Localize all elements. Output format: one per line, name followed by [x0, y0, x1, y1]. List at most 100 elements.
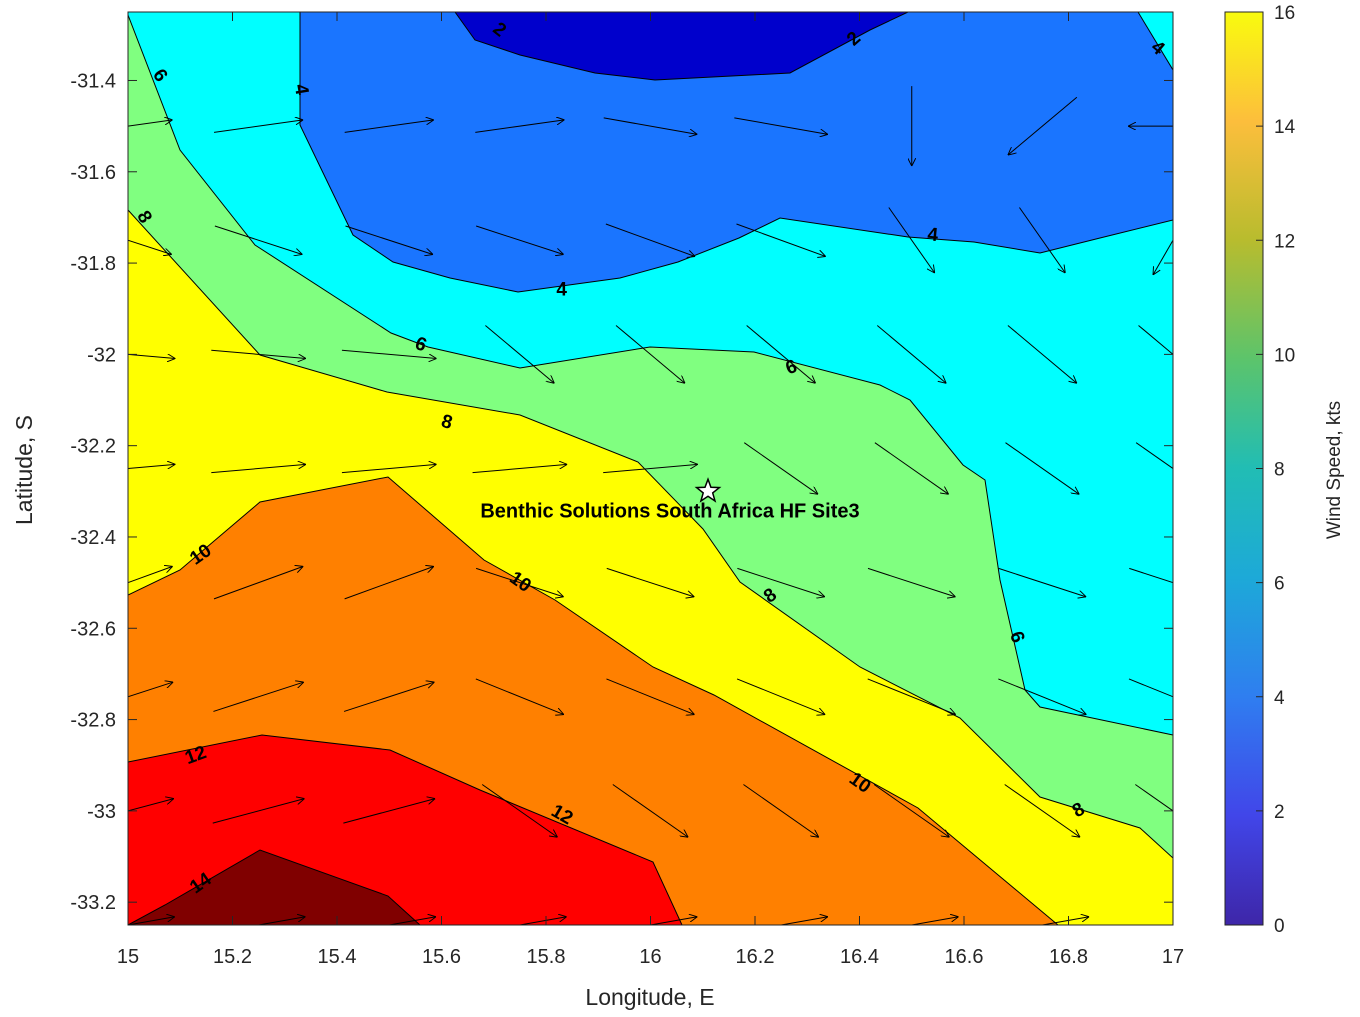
wind-arrow: [1007, 325, 1077, 383]
contour-label: 4: [927, 224, 940, 246]
contour-line-10: [128, 476, 1059, 925]
wind-arrow: [1135, 442, 1173, 470]
wind-arrow: [516, 917, 567, 925]
contour-line-12: [128, 734, 683, 925]
wind-arrow: [746, 325, 816, 383]
site-marker: Benthic Solutions South Africa HF Site3: [480, 477, 860, 522]
wind-arrow: [128, 682, 173, 698]
colorbar-tick-label: 16: [1274, 3, 1295, 24]
x-tick-label: 16.6: [945, 946, 984, 968]
wind-arrow: [341, 349, 437, 358]
wind-arrow: [736, 678, 825, 715]
colorbar-tick-label: 12: [1274, 231, 1295, 252]
wind-arrow: [212, 799, 305, 824]
y-axis-label: Latitude, S: [11, 415, 37, 525]
y-tick-label: -32: [87, 344, 116, 366]
x-tick-label: 15: [117, 946, 139, 968]
y-tick-label: -32.6: [70, 618, 116, 640]
contour-line-6: [128, 14, 1173, 736]
wind-arrow: [612, 784, 688, 837]
wind-arrow: [341, 464, 437, 474]
fill-0-2: [455, 12, 908, 80]
wind-arrow: [213, 682, 303, 712]
wind-arrows: [128, 86, 1173, 925]
y-tick-label: -31.4: [70, 70, 116, 92]
wind-arrow: [128, 464, 176, 472]
colorbar-tick-label: 14: [1274, 117, 1296, 138]
y-tick-label: -32.8: [70, 710, 116, 732]
wind-arrow: [345, 225, 433, 254]
wind-arrow: [606, 678, 694, 715]
wind-arrow: [998, 678, 1086, 715]
wind-arrow: [481, 784, 557, 837]
wind-arrow: [603, 117, 698, 134]
wind-arrow: [344, 120, 434, 133]
wind-arrow: [1019, 207, 1065, 273]
contour-label: 4: [556, 279, 567, 300]
wind-arrow: [867, 678, 956, 715]
wind-arrow: [743, 442, 818, 495]
site-label: Benthic Solutions South Africa HF Site3: [480, 500, 859, 522]
colorbar-tick-label: 8: [1274, 460, 1285, 481]
wind-arrow: [475, 678, 564, 715]
colorbar-tick-label: 0: [1274, 916, 1285, 937]
wind-arrow: [1008, 96, 1078, 155]
wind-arrow: [472, 464, 568, 474]
wind-arrow: [615, 325, 685, 383]
x-tick-label: 15.6: [422, 946, 461, 968]
wind-arrow: [211, 464, 306, 474]
wind-arrow: [213, 120, 303, 133]
y-tick-label: -31.8: [70, 253, 116, 275]
y-axis: -31.4 -31.6 -31.8 -32 -32.2 -32.4 -32.6 -32.8 -3…: [70, 70, 1173, 914]
fill-2-4: [300, 12, 1173, 292]
x-tick-label: 17: [1162, 946, 1184, 968]
contour-line-4b: [1137, 12, 1173, 71]
colorbar-tick-label: 10: [1274, 345, 1295, 366]
wind-arrow: [873, 784, 949, 837]
wind-arrow: [908, 917, 959, 925]
contour-line-14: [128, 849, 421, 925]
colorbar-tick-label: 4: [1274, 688, 1285, 709]
wind-arrow: [213, 566, 303, 600]
y-tick-label: -32.4: [70, 527, 116, 549]
wind-arrow: [485, 325, 554, 383]
contour-line-2: [454, 12, 909, 81]
x-tick-label: 16.4: [840, 946, 879, 968]
x-tick-label: 16: [639, 946, 661, 968]
wind-arrow: [888, 207, 935, 273]
y-tick-label: -33.2: [70, 892, 116, 914]
wind-arrow: [475, 567, 563, 596]
wind-arrow: [344, 566, 434, 600]
wind-arrow: [475, 120, 564, 133]
y-tick-label: -32.2: [70, 436, 116, 458]
wind-arrow: [128, 799, 174, 812]
wind-arrow: [606, 567, 694, 596]
wind-arrow: [874, 442, 949, 495]
wind-arrow: [1138, 325, 1173, 356]
contour-line-4: [299, 12, 1173, 293]
wind-arrow: [1153, 239, 1173, 275]
wind-arrow: [605, 223, 695, 256]
contour-label: 4: [290, 82, 313, 96]
wind-arrow: [214, 225, 302, 254]
colorbar-tick-label: 6: [1274, 574, 1285, 595]
x-tick-label: 15.4: [318, 946, 357, 968]
star-icon: [694, 477, 722, 503]
colorbar-ticks: 0 2 4 6 8 10 12 14 16: [1256, 3, 1296, 937]
wind-arrow: [343, 682, 434, 712]
wind-arrow: [876, 325, 946, 383]
wind-arrow: [1128, 678, 1173, 698]
colorbar-label: Wind Speed, kts: [1324, 401, 1345, 539]
wind-arrow: [475, 225, 563, 254]
wind-arrow: [734, 117, 828, 134]
wind-arrow: [128, 120, 172, 127]
wind-arrow: [1039, 917, 1090, 925]
wind-arrow: [778, 917, 828, 925]
wind-arrow: [1135, 784, 1173, 812]
contour-line-8: [128, 209, 1173, 859]
y-tick-label: -31.6: [70, 162, 116, 184]
colorbar-tick-label: 2: [1274, 802, 1285, 823]
x-axis: 15 15.2 15.4 15.6 15.8 16 16.2 16.4 16.6 16.8 17: [117, 12, 1184, 968]
wind-arrow: [128, 239, 171, 254]
